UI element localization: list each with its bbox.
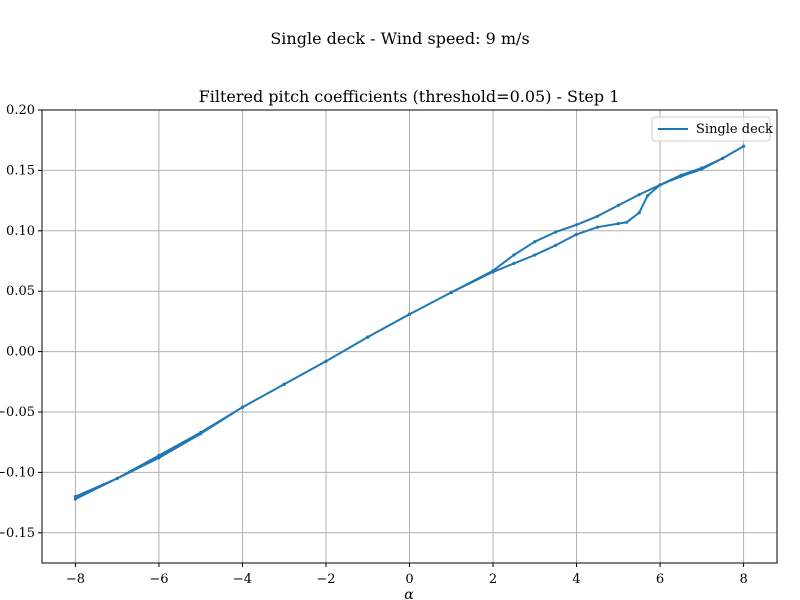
data-point — [407, 312, 412, 316]
x-tick-label: −6 — [149, 572, 168, 587]
y-tick-label: 0.10 — [6, 224, 35, 239]
data-point — [679, 174, 683, 178]
data-point — [157, 453, 161, 458]
data-point — [324, 359, 328, 363]
data-point — [625, 220, 629, 224]
data-point — [199, 430, 203, 435]
x-tick-label: 8 — [739, 572, 747, 587]
data-point — [637, 193, 641, 197]
data-point — [115, 476, 119, 480]
x-tick-label: 6 — [656, 572, 664, 587]
data-point — [700, 167, 704, 171]
data-point — [574, 223, 579, 227]
data-point — [533, 253, 537, 257]
y-tick-label: 0.15 — [6, 163, 35, 178]
data-point — [742, 144, 746, 148]
data-point — [616, 203, 620, 207]
y-tick-label: −0.05 — [0, 405, 35, 420]
x-tick-label: −8 — [66, 572, 85, 587]
x-tick-label: −4 — [233, 572, 252, 587]
series-layer — [73, 144, 746, 501]
data-point — [554, 230, 558, 234]
x-tick-label: 2 — [489, 572, 497, 587]
data-point — [658, 183, 662, 187]
data-point — [491, 270, 495, 274]
data-point — [595, 214, 600, 218]
data-point — [449, 290, 453, 294]
x-axis-label: α — [404, 587, 414, 600]
data-point — [637, 211, 641, 215]
data-point — [73, 497, 77, 501]
y-tick-label: 0.00 — [6, 345, 35, 360]
data-point — [574, 232, 579, 236]
legend-box — [651, 116, 771, 142]
data-point — [73, 495, 77, 499]
legend-label: Single deck — [696, 122, 773, 137]
data-point — [533, 240, 537, 244]
x-tick-label: 4 — [572, 572, 580, 587]
legend: Single deck — [651, 116, 773, 142]
data-point — [157, 456, 161, 460]
data-point — [512, 261, 516, 265]
data-point — [366, 335, 370, 339]
x-tick-label: 0 — [405, 572, 413, 587]
plot-frame — [41, 109, 778, 564]
data-point — [721, 156, 725, 160]
data-point — [595, 225, 600, 229]
grid — [42, 109, 777, 563]
chart-suptitle: Single deck - Wind speed: 9 m/s — [270, 29, 529, 48]
ticks: −8 −6 −4 −2 0 2 4 6 8 −0.15 −0.10 −0.05 0.00 0.05 0.10… — [0, 103, 748, 587]
data-point — [616, 222, 620, 226]
data-point — [554, 243, 558, 247]
data-point — [645, 194, 650, 198]
data-point — [240, 405, 245, 409]
data-point — [282, 382, 286, 386]
y-tick-label: −0.10 — [0, 465, 35, 480]
y-tick-label: 0.05 — [6, 284, 35, 299]
chart-title: Filtered pitch coefficients (threshold=0… — [199, 87, 620, 106]
y-tick-label: −0.15 — [0, 526, 35, 541]
x-tick-label: −2 — [316, 572, 335, 587]
y-tick-label: 0.20 — [6, 103, 35, 118]
data-point — [512, 253, 516, 257]
